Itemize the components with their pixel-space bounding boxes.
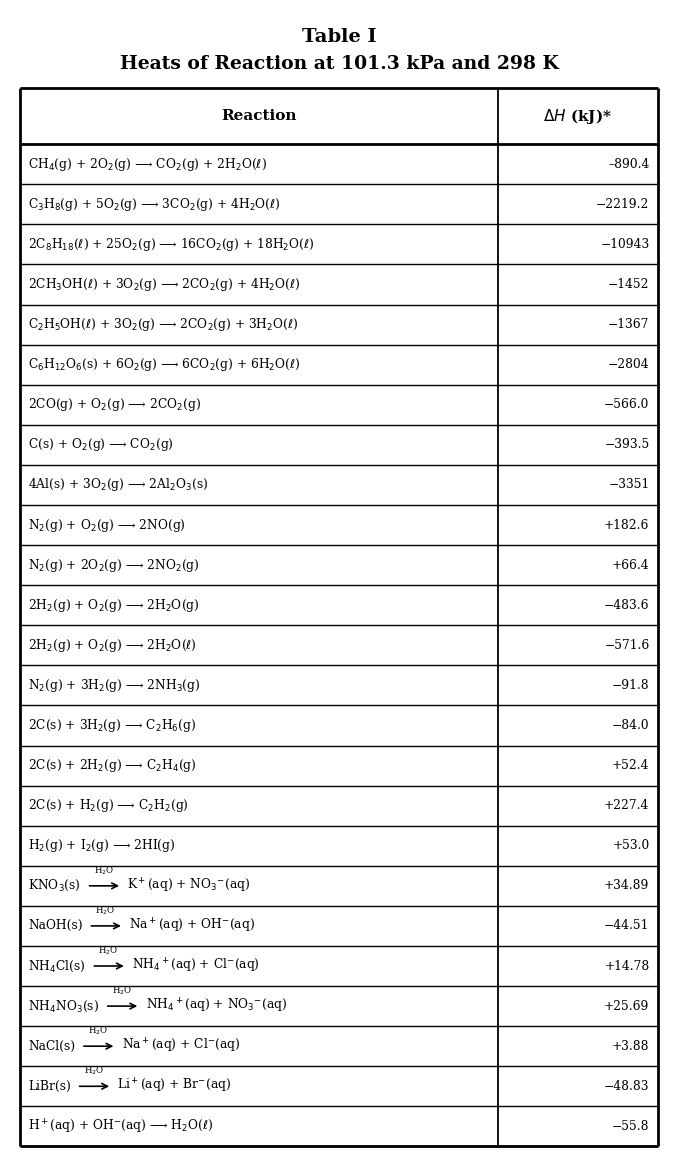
Text: −55.8: −55.8 bbox=[612, 1120, 650, 1133]
Text: +14.78: +14.78 bbox=[604, 960, 650, 973]
Text: Table I: Table I bbox=[302, 28, 376, 46]
Text: C(s) + O$_2$(g) ⟶ CO$_2$(g): C(s) + O$_2$(g) ⟶ CO$_2$(g) bbox=[28, 437, 174, 453]
Text: −2219.2: −2219.2 bbox=[596, 198, 650, 211]
Text: N$_2$(g) + 2O$_2$(g) ⟶ 2NO$_2$(g): N$_2$(g) + 2O$_2$(g) ⟶ 2NO$_2$(g) bbox=[28, 557, 200, 573]
Text: N$_2$(g) + O$_2$(g) ⟶ 2NO(g): N$_2$(g) + O$_2$(g) ⟶ 2NO(g) bbox=[28, 516, 186, 534]
Text: C$_3$H$_8$(g) + 5O$_2$(g) ⟶ 3CO$_2$(g) + 4H$_2$O($\ell$): C$_3$H$_8$(g) + 5O$_2$(g) ⟶ 3CO$_2$(g) +… bbox=[28, 196, 281, 213]
Text: 2CO(g) + O$_2$(g) ⟶ 2CO$_2$(g): 2CO(g) + O$_2$(g) ⟶ 2CO$_2$(g) bbox=[28, 396, 201, 413]
Text: −44.51: −44.51 bbox=[604, 919, 650, 932]
Text: −393.5: −393.5 bbox=[604, 439, 650, 452]
Text: 2H$_2$(g) + O$_2$(g) ⟶ 2H$_2$O(g): 2H$_2$(g) + O$_2$(g) ⟶ 2H$_2$O(g) bbox=[28, 596, 200, 614]
Text: 2C$_8$H$_{18}$($\ell$) + 25O$_2$(g) ⟶ 16CO$_2$(g) + 18H$_2$O($\ell$): 2C$_8$H$_{18}$($\ell$) + 25O$_2$(g) ⟶ 16… bbox=[28, 236, 315, 252]
Text: H$_2$O: H$_2$O bbox=[98, 945, 119, 958]
Text: −1367: −1367 bbox=[608, 318, 650, 331]
Text: C$_2$H$_5$OH($\ell$) + 3O$_2$(g) ⟶ 2CO$_2$(g) + 3H$_2$O($\ell$): C$_2$H$_5$OH($\ell$) + 3O$_2$(g) ⟶ 2CO$_… bbox=[28, 316, 298, 334]
Text: 2H$_2$(g) + O$_2$(g) ⟶ 2H$_2$O($\ell$): 2H$_2$(g) + O$_2$(g) ⟶ 2H$_2$O($\ell$) bbox=[28, 637, 197, 654]
Text: +66.4: +66.4 bbox=[612, 558, 650, 572]
Text: +34.89: +34.89 bbox=[604, 879, 650, 893]
Text: CH$_4$(g) + 2O$_2$(g) ⟶ CO$_2$(g) + 2H$_2$O($\ell$): CH$_4$(g) + 2O$_2$(g) ⟶ CO$_2$(g) + 2H$_… bbox=[28, 155, 267, 173]
Text: −91.8: −91.8 bbox=[612, 679, 650, 691]
Text: H$_2$O: H$_2$O bbox=[96, 904, 115, 917]
Text: K$^+$(aq) + NO$_3$$^{-}$(aq): K$^+$(aq) + NO$_3$$^{-}$(aq) bbox=[127, 877, 250, 895]
Text: +3.88: +3.88 bbox=[612, 1040, 650, 1053]
Text: Na$^+$(aq) + OH$^{-}$(aq): Na$^+$(aq) + OH$^{-}$(aq) bbox=[129, 917, 255, 935]
Text: Li$^+$(aq) + Br$^{-}$(aq): Li$^+$(aq) + Br$^{-}$(aq) bbox=[117, 1077, 232, 1095]
Text: H$_2$O: H$_2$O bbox=[94, 865, 114, 877]
Text: NH$_4$$^+$(aq) + Cl$^{-}$(aq): NH$_4$$^+$(aq) + Cl$^{-}$(aq) bbox=[132, 957, 260, 975]
Text: C$_6$H$_{12}$O$_6$(s) + 6O$_2$(g) ⟶ 6CO$_2$(g) + 6H$_2$O($\ell$): C$_6$H$_{12}$O$_6$(s) + 6O$_2$(g) ⟶ 6CO$… bbox=[28, 357, 301, 373]
Text: H$_2$(g) + I$_2$(g) ⟶ 2HI(g): H$_2$(g) + I$_2$(g) ⟶ 2HI(g) bbox=[28, 837, 176, 855]
Text: NH$_4$NO$_3$(s): NH$_4$NO$_3$(s) bbox=[28, 998, 100, 1013]
Text: −571.6: −571.6 bbox=[604, 639, 650, 652]
Text: 4Al(s) + 3O$_2$(g) ⟶ 2Al$_2$O$_3$(s): 4Al(s) + 3O$_2$(g) ⟶ 2Al$_2$O$_3$(s) bbox=[28, 476, 209, 493]
Text: −48.83: −48.83 bbox=[604, 1079, 650, 1093]
Text: N$_2$(g) + 3H$_2$(g) ⟶ 2NH$_3$(g): N$_2$(g) + 3H$_2$(g) ⟶ 2NH$_3$(g) bbox=[28, 677, 201, 694]
Text: +25.69: +25.69 bbox=[604, 999, 650, 1012]
Text: 2C(s) + H$_2$(g) ⟶ C$_2$H$_2$(g): 2C(s) + H$_2$(g) ⟶ C$_2$H$_2$(g) bbox=[28, 797, 189, 814]
Text: NaCl(s): NaCl(s) bbox=[28, 1040, 76, 1053]
Text: −1452: −1452 bbox=[608, 278, 650, 291]
Text: −2804: −2804 bbox=[608, 358, 650, 371]
Text: Reaction: Reaction bbox=[222, 109, 297, 123]
Text: 2C(s) + 3H$_2$(g) ⟶ C$_2$H$_6$(g): 2C(s) + 3H$_2$(g) ⟶ C$_2$H$_6$(g) bbox=[28, 717, 197, 734]
Text: +52.4: +52.4 bbox=[612, 758, 650, 772]
Text: Heats of Reaction at 101.3 kPa and 298 K: Heats of Reaction at 101.3 kPa and 298 K bbox=[119, 54, 559, 73]
Text: NH$_4$Cl(s): NH$_4$Cl(s) bbox=[28, 959, 86, 974]
Text: NaOH(s): NaOH(s) bbox=[28, 919, 83, 932]
Text: 2CH$_3$OH($\ell$) + 3O$_2$(g) ⟶ 2CO$_2$(g) + 4H$_2$O($\ell$): 2CH$_3$OH($\ell$) + 3O$_2$(g) ⟶ 2CO$_2$(… bbox=[28, 276, 301, 293]
Text: +53.0: +53.0 bbox=[612, 840, 650, 852]
Text: H$_2$O: H$_2$O bbox=[112, 984, 132, 997]
Text: −84.0: −84.0 bbox=[612, 719, 650, 732]
Text: +227.4: +227.4 bbox=[604, 799, 650, 812]
Text: +182.6: +182.6 bbox=[604, 519, 650, 532]
Text: −3351: −3351 bbox=[608, 478, 650, 491]
Text: 2C(s) + 2H$_2$(g) ⟶ C$_2$H$_4$(g): 2C(s) + 2H$_2$(g) ⟶ C$_2$H$_4$(g) bbox=[28, 757, 197, 774]
Text: NH$_4$$^+$(aq) + NO$_3$$^{-}$(aq): NH$_4$$^+$(aq) + NO$_3$$^{-}$(aq) bbox=[146, 997, 287, 1016]
Text: LiBr(s): LiBr(s) bbox=[28, 1079, 71, 1093]
Text: –890.4: –890.4 bbox=[608, 157, 650, 170]
Text: −10943: −10943 bbox=[600, 237, 650, 251]
Text: −483.6: −483.6 bbox=[604, 599, 650, 611]
Text: H$_2$O: H$_2$O bbox=[83, 1065, 104, 1077]
Text: $\Delta\mathit{H}$ (kJ)*: $\Delta\mathit{H}$ (kJ)* bbox=[544, 107, 612, 125]
Text: Na$^+$(aq) + Cl$^{-}$(aq): Na$^+$(aq) + Cl$^{-}$(aq) bbox=[122, 1038, 240, 1055]
Text: −566.0: −566.0 bbox=[604, 398, 650, 411]
Text: H$^+$(aq) + OH$^{-}$(aq) ⟶ H$_2$O($\ell$): H$^+$(aq) + OH$^{-}$(aq) ⟶ H$_2$O($\ell$… bbox=[28, 1117, 214, 1136]
Text: H$_2$O: H$_2$O bbox=[88, 1025, 108, 1038]
Text: KNO$_3$(s): KNO$_3$(s) bbox=[28, 878, 81, 894]
